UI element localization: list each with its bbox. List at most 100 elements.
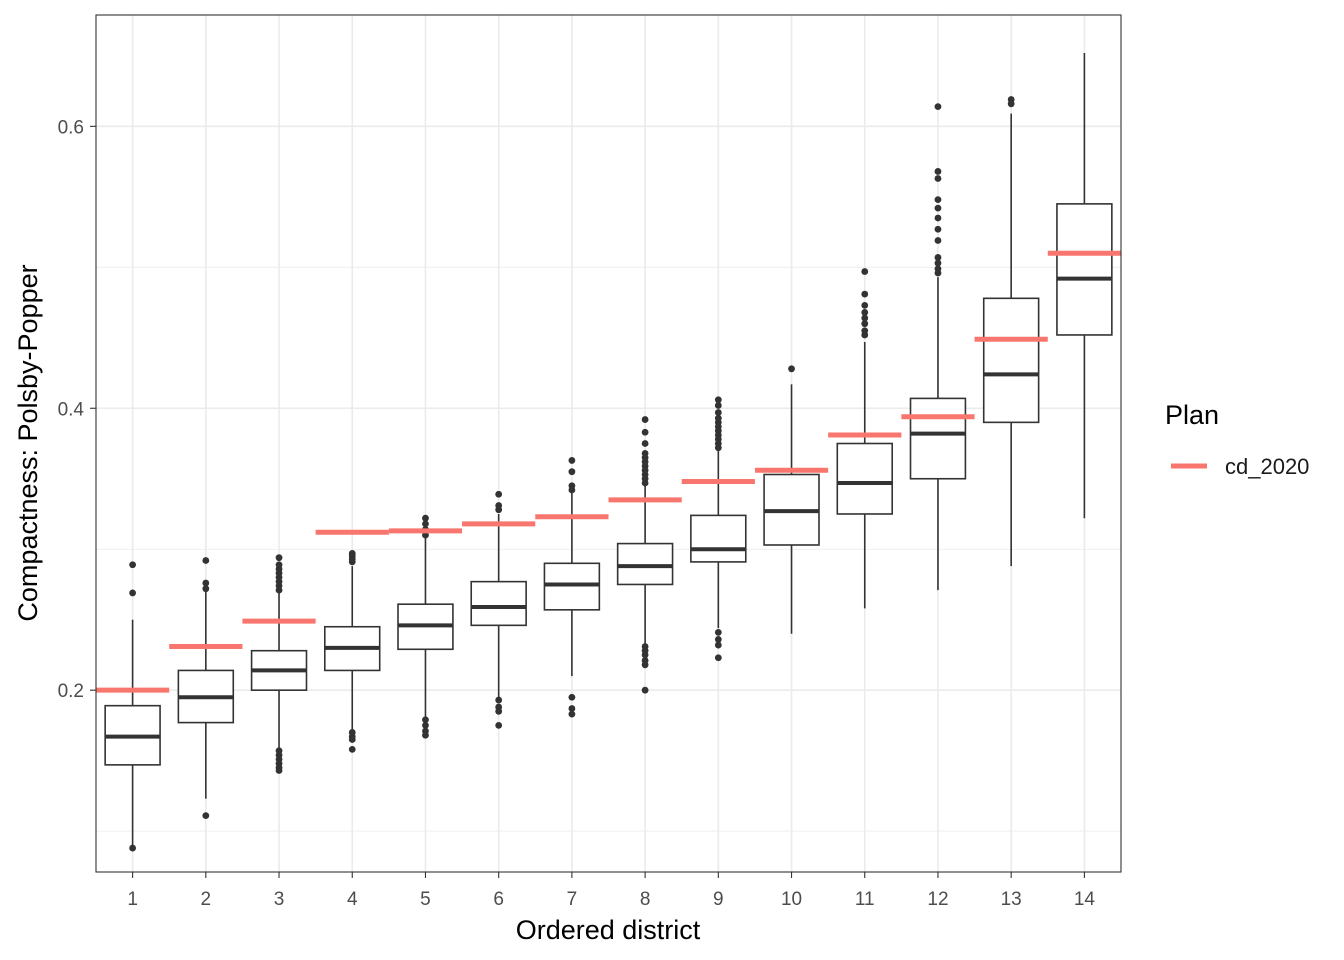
box-district-11 — [836, 268, 894, 609]
box-district-10 — [763, 365, 820, 634]
outlier-point — [934, 225, 942, 233]
outlier-point — [568, 705, 576, 712]
y-axis-title: Compactness: Polsby-Popper — [13, 264, 43, 621]
outlier-point — [714, 444, 722, 452]
box-iqr — [1056, 203, 1113, 336]
outlier-point — [861, 309, 869, 316]
outlier-point — [495, 722, 503, 729]
outlier-point — [422, 716, 429, 724]
outlier-point — [568, 468, 576, 476]
outlier-point — [934, 168, 942, 175]
outlier-point — [202, 585, 210, 593]
outlier-point — [568, 710, 576, 718]
x-tick-label: 2 — [201, 889, 212, 910]
box-iqr — [982, 297, 1040, 424]
box-iqr — [470, 580, 527, 627]
box-district-7 — [543, 457, 601, 718]
outlier-point — [861, 268, 869, 275]
outlier-point — [129, 589, 137, 597]
outlier-point — [495, 696, 503, 704]
box-district-9 — [690, 396, 747, 662]
legend: Plan cd_2020 — [1165, 400, 1309, 479]
x-tick-label: 4 — [347, 889, 358, 910]
outlier-point — [495, 490, 503, 498]
outlier-point — [934, 214, 942, 222]
outlier-point — [495, 506, 503, 514]
outlier-point — [861, 331, 869, 339]
outlier-point — [934, 196, 942, 204]
outlier-point — [422, 731, 429, 739]
box-district-13 — [982, 96, 1040, 567]
x-tick-label: 8 — [640, 889, 651, 910]
box-district-8 — [616, 416, 674, 694]
outlier-point — [129, 561, 137, 569]
outlier-point — [641, 416, 649, 423]
outlier-point — [422, 531, 429, 539]
box-iqr — [909, 397, 967, 480]
outlier-point — [495, 707, 503, 715]
box-district-14 — [1056, 53, 1113, 519]
panel-border — [95, 14, 1122, 873]
x-tick-label: 7 — [567, 889, 578, 910]
y-tick-label: 0.4 — [58, 399, 85, 420]
outlier-point — [422, 722, 429, 729]
outlier-point — [422, 520, 429, 528]
outlier-point — [788, 365, 795, 373]
outlier-point — [129, 844, 137, 852]
outlier-point — [641, 479, 649, 487]
x-axis: 1 2 3 4 5 6 7 8 9 10 11 12 13 14 — [127, 872, 1095, 910]
x-tick-label: 9 — [713, 889, 724, 910]
outlier-point — [202, 557, 210, 564]
outlier-point — [714, 402, 722, 409]
outlier-point — [641, 440, 649, 447]
outlier-point — [934, 269, 942, 277]
outlier-point — [714, 654, 722, 662]
legend-label-cd-2020: cd_2020 — [1225, 454, 1309, 479]
box-iqr — [543, 562, 601, 611]
box-district-5 — [397, 514, 454, 739]
outlier-point — [934, 103, 942, 111]
outlier-point — [348, 745, 356, 753]
grid-major — [96, 15, 1121, 872]
box-iqr — [616, 542, 674, 586]
outlier-point — [641, 428, 649, 436]
outlier-point — [934, 175, 942, 182]
box-iqr — [836, 442, 894, 515]
outlier-point — [934, 204, 942, 212]
x-tick-label: 14 — [1074, 889, 1096, 910]
outlier-point — [861, 320, 869, 328]
grid-minor — [96, 266, 1121, 832]
outlier-point — [641, 651, 649, 659]
outlier-point — [348, 558, 356, 566]
outlier-point — [641, 686, 649, 694]
y-axis: 0.2 0.4 0.6 — [58, 117, 96, 702]
box-district-1 — [104, 561, 161, 852]
outlier-point — [861, 314, 869, 322]
x-tick-label: 3 — [274, 889, 285, 910]
x-tick-label: 6 — [493, 889, 504, 910]
box-district-3 — [250, 554, 308, 774]
outlier-point — [714, 628, 722, 636]
outlier-point — [568, 486, 576, 494]
outlier-point — [861, 290, 869, 298]
outlier-point — [568, 457, 576, 464]
x-tick-label: 13 — [1001, 889, 1022, 910]
outlier-point — [714, 409, 722, 416]
outlier-point — [934, 259, 942, 267]
box-iqr — [690, 514, 747, 563]
outlier-point — [861, 301, 869, 309]
outlier-point — [1007, 100, 1015, 108]
outlier-point — [202, 579, 210, 587]
outlier-point — [714, 636, 722, 643]
outlier-point — [275, 586, 283, 594]
box-district-4 — [323, 550, 381, 753]
box-district-6 — [470, 490, 527, 729]
x-tick-label: 10 — [781, 889, 802, 910]
x-axis-title: Ordered district — [516, 915, 701, 945]
box-district-12 — [909, 103, 967, 591]
reference-lines — [96, 250, 1121, 693]
outlier-point — [714, 641, 722, 649]
outlier-point — [934, 254, 942, 261]
boxes — [104, 53, 1113, 852]
